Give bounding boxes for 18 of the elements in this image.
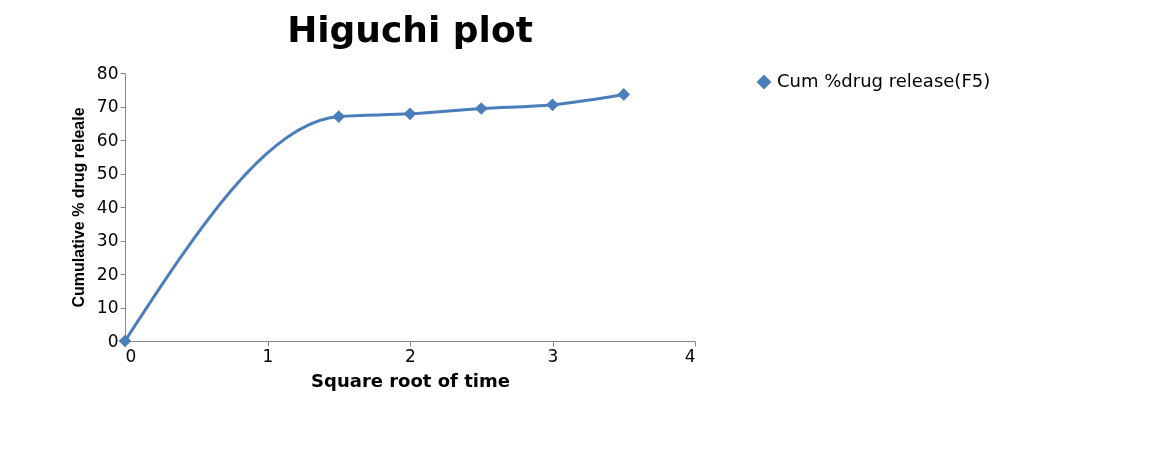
x-tick-label: 2 [405,345,416,366]
legend-label: Cum %drug release(F5) [777,70,991,91]
y-tick-label: 0 [107,330,119,351]
x-tick-label: 0 [125,345,137,366]
y-tick-label: 20 [96,263,119,284]
y-tick-label: 80 [96,62,119,83]
x-axis-title: Square root of time [311,369,510,391]
y-tick-label: 70 [96,96,119,116]
chart-title: Higuchi plot [287,9,533,50]
y-axis-title: Cumulative % drug releale [69,107,87,308]
y-tick-label: 60 [96,129,119,150]
y-tick-label: 40 [96,196,119,217]
x-tick-label: 3 [547,345,559,366]
x-tick-label: 1 [262,345,274,366]
x-tick-label: 4 [684,345,696,366]
y-tick-label: 50 [96,163,119,183]
y-tick-label: 30 [96,230,119,250]
y-tick-label: 10 [96,297,119,317]
